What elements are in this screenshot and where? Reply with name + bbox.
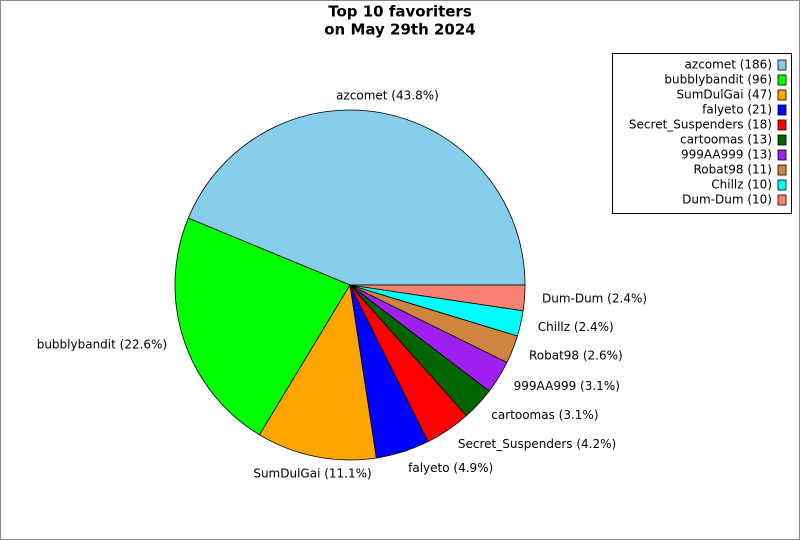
slice-label: cartoomas (3.1%): [491, 408, 598, 422]
legend-swatch: [777, 164, 787, 176]
slice-label: bubblybandit (22.6%): [37, 338, 167, 352]
pie-slice: [174, 217, 351, 436]
chart-title: Top 10 favoriters: [328, 3, 472, 21]
legend-label: 999AA999 (13): [681, 148, 772, 162]
slice-label: SumDulGai (11.1%): [253, 466, 371, 480]
legend-swatch: [777, 149, 787, 161]
slice-label: Robat98 (2.6%): [529, 348, 623, 362]
slice-label: Secret_Suspenders (4.2%): [458, 437, 616, 451]
slice-label: falyeto (4.9%): [408, 461, 493, 475]
legend-swatch: [777, 74, 787, 86]
legend-label: azcomet (186): [685, 58, 772, 72]
slice-label: azcomet (43.8%): [336, 89, 439, 103]
legend-label: Dum-Dum (10): [682, 193, 772, 207]
legend-label: SumDulGai (47): [676, 88, 772, 102]
legend-label: Secret_Suspenders (18): [629, 118, 772, 132]
legend-swatch: [777, 104, 787, 116]
pie-slice: [258, 283, 377, 461]
legend-swatch: [777, 179, 787, 191]
slice-label: Dum-Dum (2.4%): [542, 292, 647, 306]
legend-box: [612, 53, 792, 214]
pie-slice: [349, 284, 526, 312]
legend-label: Chillz (10): [711, 178, 772, 192]
legend-swatch: [777, 89, 787, 101]
chart-title: on May 29th 2024: [324, 21, 476, 39]
legend-label: cartoomas (13): [680, 133, 772, 147]
legend-swatch: [777, 134, 787, 146]
legend-swatch: [777, 194, 787, 206]
slice-label: 999AA999 (3.1%): [514, 379, 620, 393]
legend-swatch: [777, 119, 787, 131]
legend-label: falyeto (21): [702, 103, 772, 117]
slice-label: Chillz (2.4%): [538, 320, 614, 334]
pie-slice: [187, 109, 526, 286]
legend-label: bubblybandit (96): [664, 73, 772, 87]
legend-label: Robat98 (11): [693, 163, 772, 177]
legend-swatch: [777, 59, 787, 71]
